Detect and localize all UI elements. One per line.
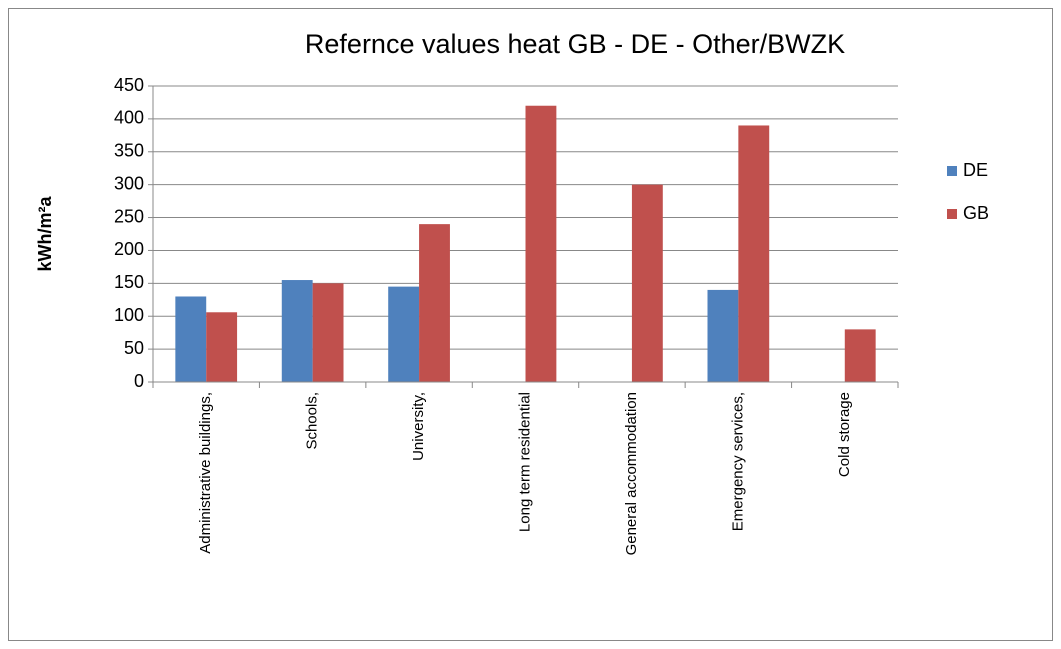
bar bbox=[844, 329, 876, 382]
bar bbox=[738, 125, 770, 382]
x-tick-label: University, bbox=[410, 392, 427, 461]
legend-swatch bbox=[947, 166, 957, 176]
bar bbox=[631, 184, 663, 382]
y-tick-label: 0 bbox=[134, 371, 144, 391]
y-tick-label: 100 bbox=[114, 305, 144, 325]
bar bbox=[525, 105, 557, 382]
x-tick-label: Schools, bbox=[304, 392, 321, 450]
bar bbox=[175, 296, 207, 382]
y-tick-label: 200 bbox=[114, 239, 144, 259]
y-tick-label: 350 bbox=[114, 141, 144, 161]
y-tick-label: 50 bbox=[124, 338, 144, 358]
bar bbox=[206, 312, 238, 382]
chart-title: Refernce values heat GB - DE - Other/BWZ… bbox=[305, 29, 845, 59]
bar bbox=[281, 280, 313, 382]
y-tick-label: 250 bbox=[114, 206, 144, 226]
y-tick-label: 300 bbox=[114, 173, 144, 193]
legend-label: DE bbox=[963, 160, 988, 180]
y-tick-label: 150 bbox=[114, 272, 144, 292]
y-axis-label: kWh/m²a bbox=[35, 196, 55, 272]
y-tick-label: 450 bbox=[114, 75, 144, 95]
x-tick-label: General accommodation bbox=[623, 392, 640, 555]
y-tick-label: 400 bbox=[114, 108, 144, 128]
legend-label: GB bbox=[963, 203, 989, 223]
x-tick-label: Emergency services, bbox=[729, 392, 746, 531]
bar bbox=[419, 224, 450, 382]
x-tick-label: Administrative buildings, bbox=[197, 392, 214, 554]
bar bbox=[707, 289, 739, 382]
x-tick-label: Cold storage bbox=[836, 392, 853, 477]
x-tick-label: Long term residential bbox=[516, 392, 533, 532]
bar bbox=[312, 283, 344, 382]
bar bbox=[388, 286, 420, 382]
legend-swatch bbox=[947, 209, 957, 219]
